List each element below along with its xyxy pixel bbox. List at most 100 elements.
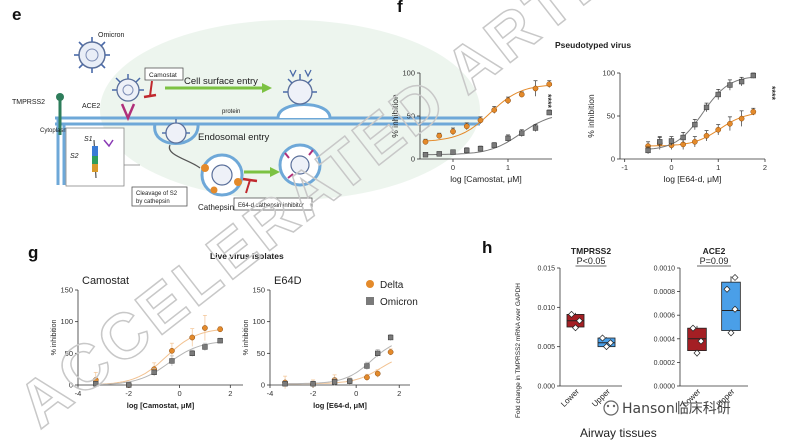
omicron-point	[727, 82, 733, 88]
panel-f-title: Pseudotyped virus	[555, 40, 631, 50]
legend-omicron-label: Omicron	[380, 297, 418, 308]
omicron-point	[202, 344, 208, 350]
data-point	[731, 305, 739, 313]
box-lower	[687, 327, 707, 351]
cell-surface-arrowhead	[262, 83, 272, 93]
delta-point	[387, 349, 394, 355]
delta-point	[169, 347, 175, 354]
omicron-point	[436, 151, 442, 157]
y-axis-label: % inhibition	[243, 319, 250, 355]
x-tick-label: -2	[125, 389, 132, 398]
cleavage-label-line2: by cathepsin	[136, 199, 170, 205]
y-tick-label: 50	[257, 349, 265, 358]
y-tick-label: 50	[607, 112, 615, 121]
delta-point	[491, 107, 498, 113]
data-point	[607, 339, 614, 347]
ace2-label: ACE2	[82, 103, 100, 110]
y-tick-label: 0.0000	[654, 384, 676, 391]
omicron-point	[519, 130, 525, 136]
y-tick-label: 0	[611, 155, 615, 164]
delta-point	[189, 334, 196, 341]
chart-title: Camostat	[82, 275, 129, 287]
y-tick-label: 150	[60, 286, 73, 295]
chart-title: ACE2	[703, 246, 726, 256]
chart-g-e64d: 0 50 100 150 -4 -2 0 2 log [E64-d, μM] % inhibiti…	[243, 275, 410, 410]
omicron-point	[680, 134, 686, 141]
panel-f-e64d-significance: ****	[767, 86, 777, 101]
y-tick-label: 0.010	[537, 305, 555, 312]
protein-label: protein	[222, 109, 240, 115]
omicron-point	[532, 125, 539, 131]
delta-point	[727, 120, 733, 127]
omicron-point	[217, 338, 223, 344]
omicron-point	[189, 350, 195, 356]
endosomal-arrowhead	[270, 167, 280, 177]
delta-point	[546, 81, 553, 88]
omicron-point	[151, 369, 157, 375]
omicron-virion-icon	[74, 37, 110, 73]
delta-point	[202, 325, 208, 331]
camostat-label: Camostat	[149, 72, 177, 79]
fit-curve-omicron	[94, 341, 222, 386]
x-axis-label: log [E64-d, μM]	[664, 174, 722, 184]
delta-point	[505, 97, 511, 104]
surface-virion-icon	[112, 74, 144, 122]
e64d-inhibitor-label: E64-d cathepsin inhibitor	[238, 203, 304, 209]
data-point	[689, 324, 697, 332]
omicron-point	[126, 382, 132, 388]
panel-h-y-label: Fold change in TMPRSS2 mRNA over GAPDH	[515, 283, 522, 418]
fit-curve-delta	[94, 329, 222, 385]
omicron-point	[692, 121, 698, 128]
omicron-point	[464, 147, 470, 154]
category-label: Lower	[559, 387, 581, 409]
p-value-label: P=0.09	[700, 256, 729, 266]
omicron-point	[505, 135, 511, 142]
y-tick-label: 0.015	[537, 266, 555, 273]
entry-pathway-diagram: Omicron TMPRSS2 ACE2 Cytoplasm Camostat	[12, 20, 480, 212]
delta-point	[463, 123, 470, 130]
fusing-endosome-icon	[278, 143, 322, 187]
cleavage-label-line1: Cleavage of S2	[136, 191, 178, 197]
fit-curve-delta	[645, 113, 756, 147]
y-tick-label: 0	[261, 381, 265, 390]
wechat-credit-label: Hanson临床科研	[622, 401, 731, 417]
camostat-inhibitor-icon	[143, 80, 157, 99]
delta-point	[518, 91, 525, 98]
data-point	[697, 337, 705, 345]
omicron-point	[645, 147, 651, 154]
omicron-point	[546, 109, 552, 116]
y-tick-label: 150	[252, 286, 265, 295]
delta-point	[703, 132, 710, 139]
fusion-virion-icon	[276, 69, 332, 119]
delta-point	[477, 117, 484, 124]
cleavage-box	[131, 186, 188, 207]
chart-title: E64D	[274, 275, 302, 287]
spike-protein-icon	[92, 139, 114, 179]
y-tick-label: 0	[69, 381, 73, 390]
tmprss2-label: TMPRSS2	[12, 99, 45, 106]
y-tick-label: 0.000	[537, 384, 555, 391]
omicron-point	[750, 72, 756, 79]
y-tick-label: 50	[407, 112, 415, 121]
omicron-point	[738, 78, 745, 85]
x-tick-label: 0	[669, 163, 673, 172]
data-point	[723, 285, 731, 293]
y-tick-label: 0.005	[537, 344, 555, 351]
x-tick-label: 2	[763, 163, 767, 172]
fit-curve-omicron	[645, 76, 756, 150]
x-tick-label: 2	[228, 389, 232, 398]
x-tick-label: -2	[310, 389, 317, 398]
y-tick-label: 0.0002	[654, 360, 676, 367]
wechat-icon	[603, 400, 619, 416]
y-tick-label: 0.0006	[654, 313, 676, 320]
x-tick-label: 0	[354, 389, 358, 398]
data-point	[731, 273, 739, 281]
chart-h-ace2: 0.0000 0.0002 0.0004 0.0006 0.0008 0.0010 ACE2…	[654, 246, 748, 409]
s1-label: S1	[84, 136, 93, 143]
s2-label: S2	[70, 153, 79, 160]
y-tick-label: 100	[252, 317, 265, 326]
data-point	[576, 317, 583, 325]
x-tick-label: -4	[75, 389, 82, 398]
